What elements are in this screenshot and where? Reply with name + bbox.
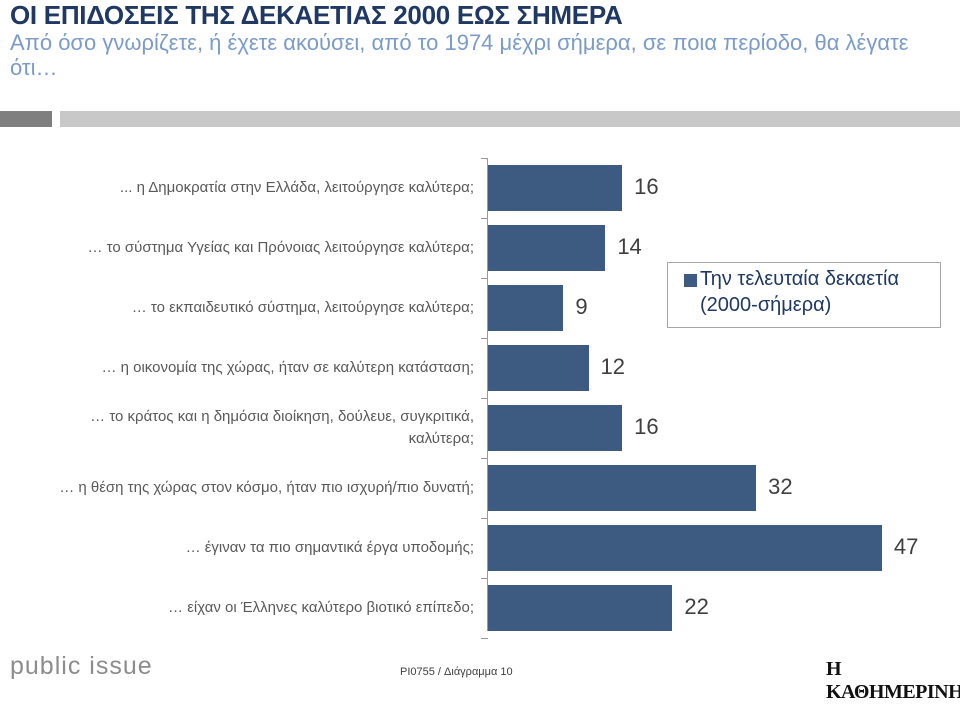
axis-tick	[481, 278, 488, 279]
axis-tick	[481, 458, 488, 459]
bar	[488, 345, 589, 391]
data-label: 9	[575, 294, 588, 319]
axis-tick	[481, 518, 488, 519]
data-label: 16	[634, 174, 659, 199]
separator-dark	[0, 111, 52, 127]
axis-tick	[481, 578, 488, 579]
axis-tick	[481, 398, 488, 399]
category-label: … είχαν οι Έλληνες καλύτερο βιοτικό επίπ…	[168, 599, 474, 616]
axis-tick	[481, 638, 488, 639]
bar	[488, 405, 623, 451]
axis-tick	[481, 338, 488, 339]
legend: Την τελευταία δεκαετία (2000-σήμερα)	[667, 262, 941, 328]
bar	[488, 225, 606, 271]
axis-tick	[481, 218, 488, 219]
category-label: … η θέση της χώρας στον κόσμο, ήταν πιο …	[59, 479, 474, 496]
data-label: 14	[617, 234, 642, 259]
data-label: 47	[893, 534, 919, 559]
separator-light	[60, 111, 960, 127]
data-label: 16	[634, 414, 659, 439]
category-axis	[487, 158, 488, 631]
data-label: 12	[600, 354, 626, 379]
data-label: 22	[684, 594, 709, 619]
page-subtitle: Από όσο γνωρίζετε, ή έχετε ακούσει, από …	[10, 30, 909, 80]
category-label: … το εκπαιδευτικό σύστημα, λειτούργησε κ…	[131, 299, 474, 316]
legend-swatch	[684, 274, 697, 287]
category-label: … το κράτος και η δημόσια διοίκηση, δούλ…	[90, 408, 474, 447]
category-label: ... η Δημοκρατία στην Ελλάδα, λειτούργησ…	[119, 179, 474, 196]
chart-code: PI0755 / Διάγραμμα 10	[400, 666, 513, 678]
page-title: ΟΙ ΕΠΙΔΟΣΕΙΣ ΤΗΣ ΔΕΚΑΕΤΙΑΣ 2000 ΕΩΣ ΣΗΜΕ…	[10, 0, 623, 30]
bar	[488, 525, 882, 571]
axis-tick	[481, 158, 488, 159]
bar	[488, 165, 623, 211]
bar	[488, 465, 757, 511]
legend-label: Την τελευταία δεκαετία (2000-σήμερα)	[700, 268, 900, 316]
category-label: … η οικονομία της χώρας, ήταν σε καλύτερ…	[101, 359, 474, 376]
newspaper-logo: Η ΚΑΘΗΜΕΡΙΝΗ	[826, 658, 960, 703]
category-label: … το σύστημα Υγείας και Πρόνοιας λειτούρ…	[87, 239, 474, 256]
brand-logo: public issue	[10, 652, 153, 680]
category-label: … έγιναν τα πιο σημαντικά έργα υποδομής;	[185, 539, 474, 556]
data-label: 32	[768, 474, 793, 499]
bar	[488, 285, 564, 331]
bar	[488, 585, 673, 631]
